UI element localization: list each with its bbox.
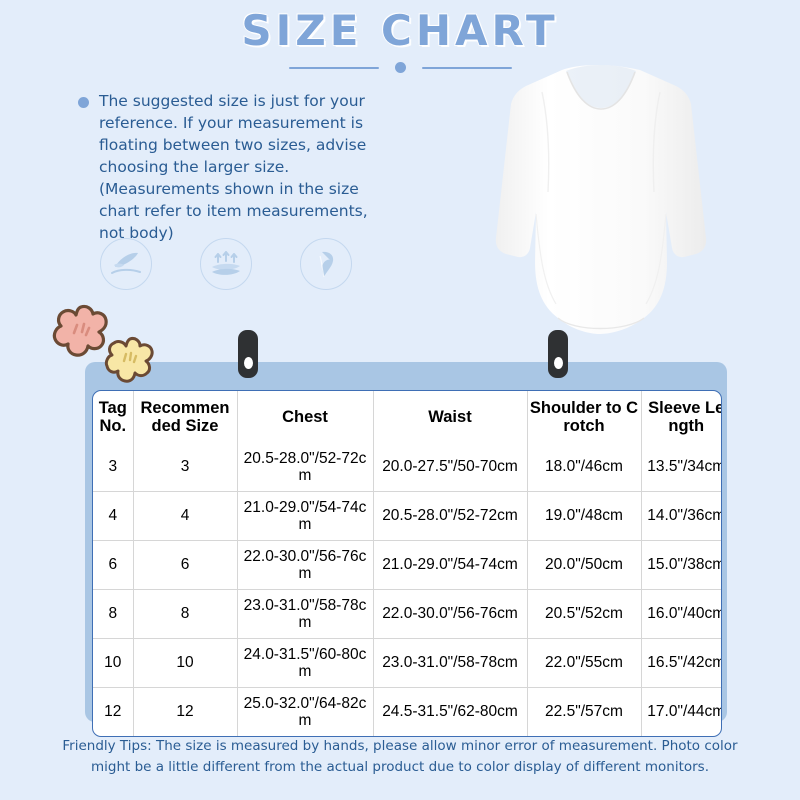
cell-waist: 24.5-31.5"/62-80cm <box>372 687 528 736</box>
cell-recommended-size: 3 <box>132 443 238 492</box>
table-row: 3 3 20.5-28.0"/52-72cm 20.0-27.5"/50-70c… <box>93 443 721 492</box>
title-divider <box>0 62 800 73</box>
soft-touch-icon <box>100 238 152 290</box>
cell-shoulder-to-crotch: 20.0"/50cm <box>526 540 642 590</box>
cell-waist: 20.0-27.5"/50-70cm <box>372 443 528 492</box>
table-row: 6 6 22.0-30.0"/56-76cm 21.0-29.0"/54-74c… <box>93 540 721 590</box>
clothes-clip-icon <box>238 330 258 378</box>
cell-sleeve-length: 16.0"/40cm <box>640 589 721 639</box>
size-table: Tag No. Recommended Size Chest Waist Sho… <box>93 391 721 736</box>
clothes-clip-icon <box>548 330 568 378</box>
cell-waist: 23.0-31.0"/58-78cm <box>372 638 528 688</box>
stretchy-fabric-icon <box>300 238 352 290</box>
cell-tag-no: 6 <box>93 540 134 590</box>
cell-waist: 22.0-30.0"/56-76cm <box>372 589 528 639</box>
cell-tag-no: 4 <box>93 491 134 541</box>
feature-icons <box>100 238 352 290</box>
cell-tag-no: 3 <box>93 443 134 492</box>
cell-chest: 23.0-31.0"/58-78cm <box>236 589 374 639</box>
size-note-text: The suggested size is just for your refe… <box>99 92 368 242</box>
cell-sleeve-length: 14.0"/36cm <box>640 491 721 541</box>
divider-line-right <box>421 66 512 69</box>
table-row: 12 12 25.0-32.0"/64-82cm 24.5-31.5"/62-8… <box>93 687 721 736</box>
cell-tag-no: 12 <box>93 687 134 736</box>
cell-sleeve-length: 13.5"/34cm <box>640 443 721 492</box>
column-header-waist: Waist <box>372 391 528 443</box>
cell-shoulder-to-crotch: 20.5"/52cm <box>526 589 642 639</box>
cell-recommended-size: 6 <box>132 540 238 590</box>
size-table-container: Tag No. Recommended Size Chest Waist Sho… <box>92 390 722 737</box>
cell-sleeve-length: 16.5"/42cm <box>640 638 721 688</box>
divider-dot-icon <box>394 62 406 73</box>
cell-tag-no: 10 <box>93 638 134 688</box>
table-header-row: Tag No. Recommended Size Chest Waist Sho… <box>93 391 721 443</box>
cell-recommended-size: 8 <box>132 589 238 639</box>
cell-shoulder-to-crotch: 22.0"/55cm <box>526 638 642 688</box>
column-header-sleeve-length: Sleeve Length <box>640 391 721 443</box>
cell-chest: 24.0-31.5"/60-80cm <box>236 638 374 688</box>
size-note: The suggested size is just for your refe… <box>78 90 458 244</box>
cell-shoulder-to-crotch: 18.0"/46cm <box>526 443 642 492</box>
clip-hole <box>243 357 253 369</box>
friendly-tips-text: Friendly Tips: The size is measured by h… <box>62 738 738 775</box>
white-long-sleeve-leotard-image <box>470 62 740 362</box>
cell-tag-no: 8 <box>93 589 134 639</box>
divider-line-left <box>288 66 379 69</box>
cell-shoulder-to-crotch: 22.5"/57cm <box>526 687 642 736</box>
cell-waist: 20.5-28.0"/52-72cm <box>372 491 528 541</box>
table-row: 8 8 23.0-31.0"/58-78cm 22.0-30.0"/56-76c… <box>93 589 721 639</box>
table-row: 10 10 24.0-31.5"/60-80cm 23.0-31.0"/58-7… <box>93 638 721 688</box>
cell-chest: 22.0-30.0"/56-76cm <box>236 540 374 590</box>
breathable-icon <box>200 238 252 290</box>
page-title: SIZE CHART <box>241 5 559 56</box>
cell-waist: 21.0-29.0"/54-74cm <box>372 540 528 590</box>
cell-recommended-size: 4 <box>132 491 238 541</box>
clip-hole <box>553 357 563 369</box>
cell-sleeve-length: 17.0"/44cm <box>640 687 721 736</box>
column-header-chest: Chest <box>236 391 374 443</box>
table-row: 4 4 21.0-29.0"/54-74cm 20.5-28.0"/52-72c… <box>93 491 721 541</box>
flower-sticker-pink-icon <box>50 303 112 366</box>
cell-chest: 21.0-29.0"/54-74cm <box>236 491 374 541</box>
cell-recommended-size: 10 <box>132 638 238 688</box>
column-header-shoulder-to-crotch: Shoulder to Crotch <box>526 391 642 443</box>
cell-sleeve-length: 15.0"/38cm <box>640 540 721 590</box>
column-header-tag-no: Tag No. <box>93 391 134 443</box>
bullet-dot-icon <box>78 97 89 108</box>
column-header-recommended-size: Recommended Size <box>132 391 238 443</box>
cell-shoulder-to-crotch: 19.0"/48cm <box>526 491 642 541</box>
cell-chest: 20.5-28.0"/52-72cm <box>236 443 374 492</box>
cell-chest: 25.0-32.0"/64-82cm <box>236 687 374 736</box>
cell-recommended-size: 12 <box>132 687 238 736</box>
flower-sticker-yellow-icon <box>103 335 157 392</box>
